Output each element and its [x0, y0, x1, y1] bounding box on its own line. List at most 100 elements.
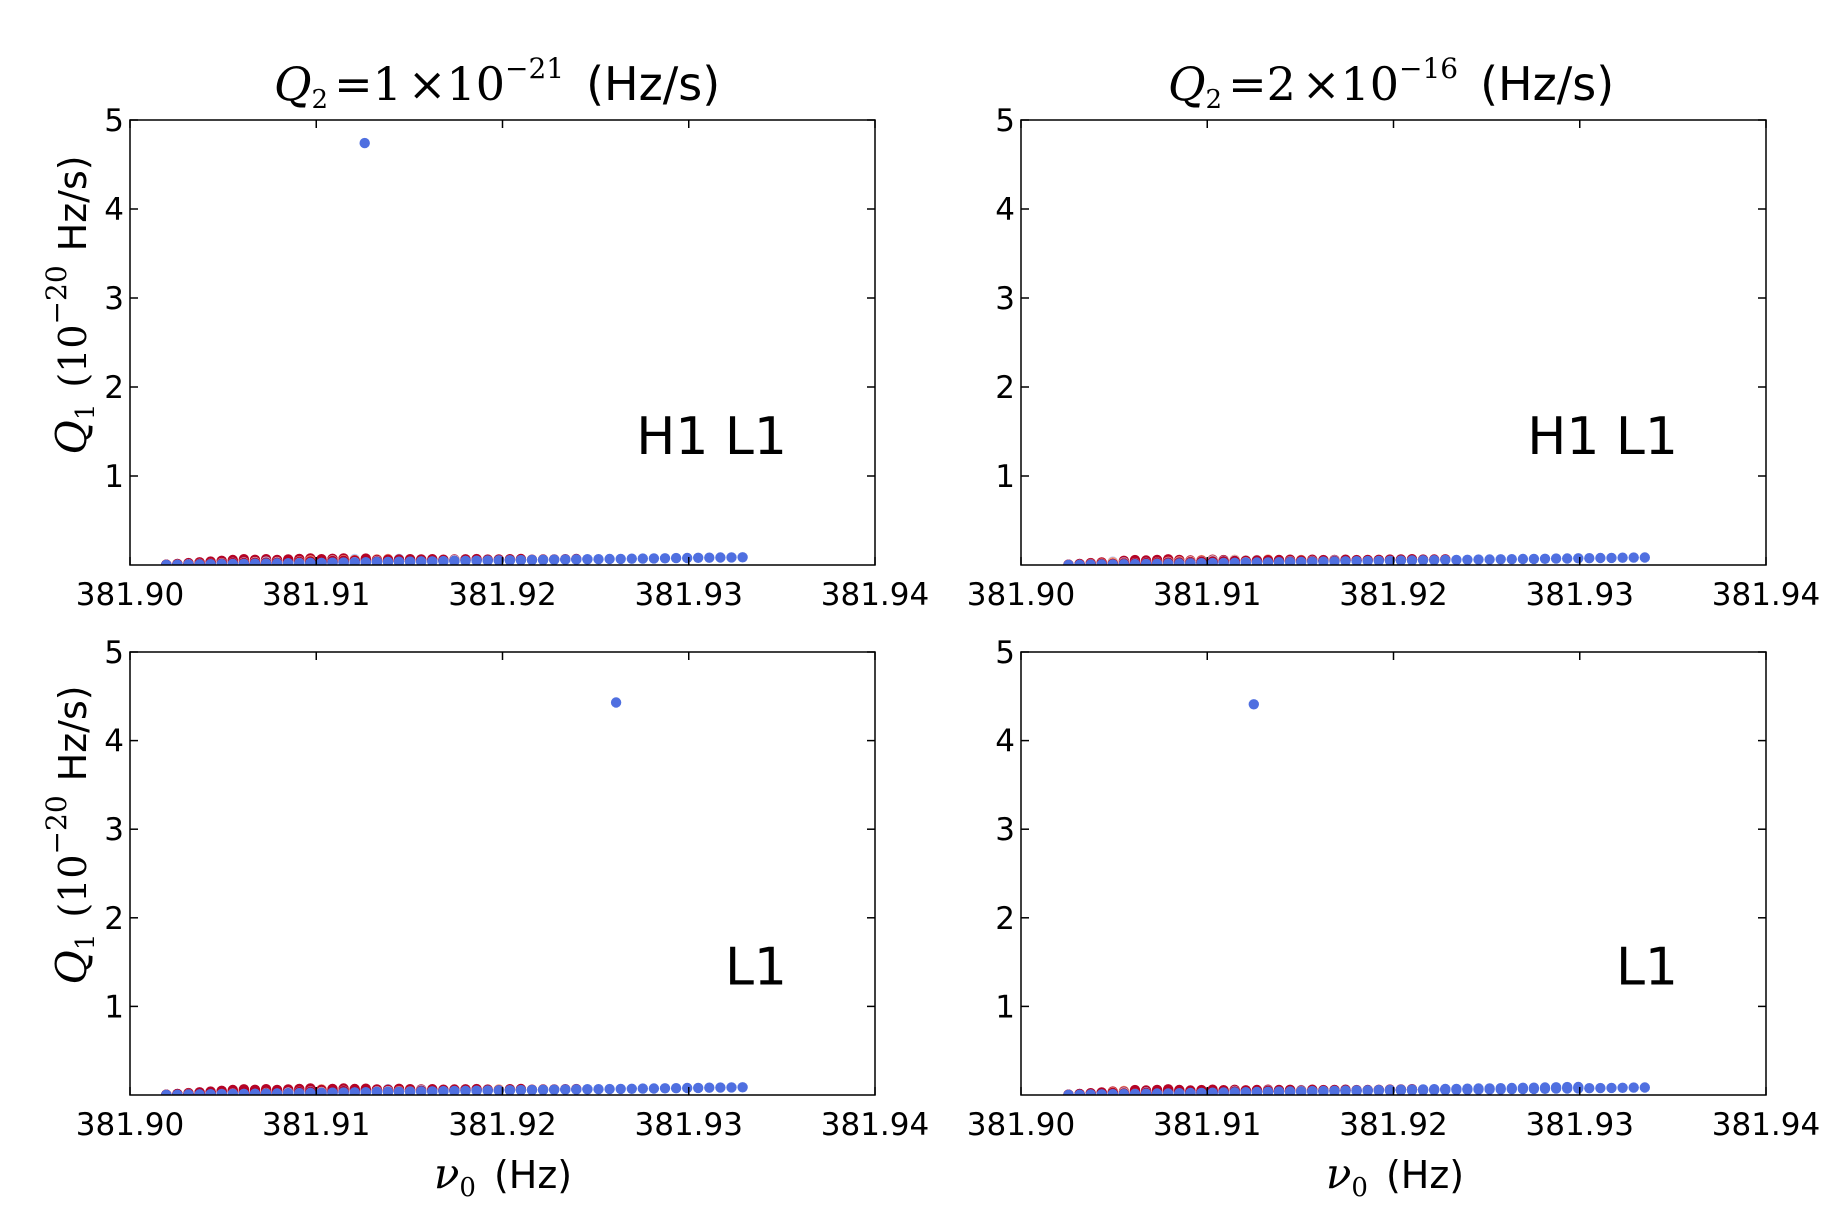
x-tick-label: 381.94 — [821, 1107, 929, 1143]
data-point-bottom-right-line12 — [1429, 1084, 1440, 1095]
panel-bottom-left: 381.90 381.91 381.92 381.93 381.94 1 2 3 4 5 L1 — [76, 635, 929, 1143]
x-tick-label: 381.92 — [448, 1107, 556, 1143]
data-point-bottom-left-line12 — [626, 1083, 637, 1095]
data-point-top-left-line12 — [316, 557, 327, 565]
data-point-bottom-right-line12 — [1517, 1082, 1529, 1094]
data-point-top-left-line12 — [349, 557, 360, 565]
x-tick-label: 381.91 — [262, 577, 370, 613]
y-tick-label: 4 — [104, 724, 124, 760]
data-point-top-left-line12 — [737, 552, 748, 563]
x-axis-label-left: ν0 (Hz) — [434, 1149, 572, 1203]
data-point-bottom-right-line12 — [1528, 1082, 1540, 1093]
data-point-top-left-line12 — [482, 555, 493, 565]
data-point-bottom-right-line12 — [1417, 1084, 1429, 1095]
data-point-top-right-line11 — [1550, 553, 1562, 564]
data-point-bottom-right-line12 — [1451, 1083, 1462, 1095]
data-point-bottom-left-line12 — [172, 1089, 183, 1095]
data-point-bottom-left-line12 — [604, 1083, 615, 1095]
y-tick-label: 5 — [104, 635, 124, 671]
data-point-top-left-line12 — [637, 553, 648, 564]
data-point-bottom-right-line12 — [1074, 1089, 1085, 1095]
data-point-bottom-left-line12 — [260, 1088, 272, 1095]
data-point-top-left-line12 — [560, 554, 571, 565]
data-point-bottom-right-line12 — [1340, 1085, 1351, 1095]
data-point-bottom-right-line12 — [1284, 1086, 1296, 1095]
data-point-top-left-line12 — [305, 557, 316, 565]
data-point-top-right-line11 — [1462, 554, 1473, 565]
data-point-top-left-line12 — [227, 558, 238, 565]
data-point-bottom-left-line12 — [271, 1088, 283, 1095]
data-point-bottom-right-line12 — [1163, 1088, 1174, 1095]
data-point-top-right-line11 — [1207, 557, 1218, 565]
data-point-top-left-line12 — [393, 556, 405, 565]
x-tick-label: 381.90 — [967, 577, 1075, 613]
data-point-bottom-left-line12 — [305, 1087, 316, 1095]
data-point-bottom-left-line12 — [637, 1083, 648, 1094]
plot-frame — [129, 119, 876, 566]
data-point-top-left-line12 — [260, 558, 272, 565]
data-point-bottom-left-line12 — [438, 1086, 449, 1095]
x-tick-label: 381.92 — [1339, 1107, 1447, 1143]
data-point-bottom-right-line12 — [1185, 1087, 1196, 1095]
data-point-bottom-left-line12 — [283, 1088, 294, 1095]
data-point-bottom-left-line12 — [161, 1089, 172, 1095]
data-point-bottom-right-line12 — [1251, 1086, 1263, 1095]
x-axis-label-right: ν0 (Hz) — [1326, 1149, 1464, 1203]
data-point-top-right-line11 — [1163, 558, 1174, 565]
detector-annotation: H1 L1 — [636, 407, 787, 467]
y-tick-label: 5 — [995, 103, 1015, 139]
data-point-top-left-line12 — [416, 556, 427, 565]
data-point-top-left-line12 — [327, 557, 338, 565]
data-point-bottom-left-line12 — [238, 1088, 250, 1095]
data-point-bottom-right-line12 — [1473, 1083, 1484, 1094]
data-point-bottom-right-line12 — [1107, 1089, 1118, 1095]
data-point-top-right-line11 — [1196, 558, 1207, 565]
panel-top-right: 381.90 381.91 381.92 381.93 381.94 1 2 3 4 5 H1 L1 — [967, 103, 1820, 613]
data-point-bottom-right-line12 — [1329, 1085, 1340, 1095]
data-point-bottom-right-line12 — [1262, 1086, 1274, 1095]
panel-bottom-right: 381.90 381.91 381.92 381.93 381.94 1 2 3 4 5 L1 — [967, 635, 1820, 1143]
data-point-top-right-line11 — [1218, 557, 1229, 565]
y-tick-label: 3 — [995, 812, 1015, 848]
data-point-top-right-line11 — [1617, 552, 1628, 563]
outlier-point-0 — [359, 137, 370, 149]
data-point-top-right-line11 — [1251, 557, 1263, 565]
y-tick-label: 2 — [995, 370, 1015, 406]
data-point-top-left-line12 — [493, 555, 504, 565]
data-point-bottom-right-line12 — [1229, 1087, 1240, 1095]
data-point-top-right-line11 — [1384, 555, 1396, 565]
data-point-top-right-line11 — [1584, 553, 1595, 564]
x-tick-label: 381.94 — [821, 577, 929, 613]
data-point-top-left-line12 — [537, 554, 549, 565]
data-point-top-left-line12 — [271, 558, 283, 565]
data-point-bottom-right-line12 — [1063, 1089, 1074, 1095]
data-point-bottom-right-line12 — [1207, 1087, 1218, 1095]
x-tick-label: 381.94 — [1712, 577, 1820, 613]
plot-frame — [129, 651, 876, 1096]
column-title-left: Q2 =1 ×10−21 (Hz/s) — [274, 52, 720, 115]
data-point-bottom-right-line11 — [1639, 1082, 1651, 1093]
data-point-top-left-line12 — [704, 552, 715, 563]
plot-frame — [1020, 651, 1767, 1096]
data-point-bottom-right-line12 — [1484, 1083, 1495, 1094]
y-tick-label: 5 — [104, 103, 124, 139]
x-tick-label: 381.90 — [967, 1107, 1075, 1143]
data-point-top-left-line12 — [427, 556, 438, 565]
data-point-bottom-left-line12 — [416, 1086, 427, 1095]
data-point-bottom-right-line11 — [1617, 1082, 1628, 1094]
data-point-bottom-left-line12 — [294, 1088, 305, 1095]
data-point-bottom-right-line12 — [1495, 1083, 1506, 1094]
data-point-top-left-line12 — [382, 556, 394, 565]
data-point-bottom-right-line11 — [1628, 1082, 1639, 1093]
data-point-top-right-line11 — [1129, 558, 1141, 565]
data-point-bottom-right-line11 — [1584, 1083, 1595, 1094]
data-point-top-left-line12 — [670, 552, 682, 564]
data-point-bottom-right-line12 — [1174, 1088, 1185, 1095]
x-tick-label: 381.90 — [76, 577, 184, 613]
data-point-bottom-left-line12 — [648, 1083, 660, 1094]
data-point-bottom-left-line12 — [327, 1087, 338, 1095]
data-point-bottom-right-line12 — [1506, 1082, 1518, 1094]
data-point-top-right-line11 — [1284, 556, 1296, 565]
y-tick-label: 3 — [104, 281, 124, 317]
